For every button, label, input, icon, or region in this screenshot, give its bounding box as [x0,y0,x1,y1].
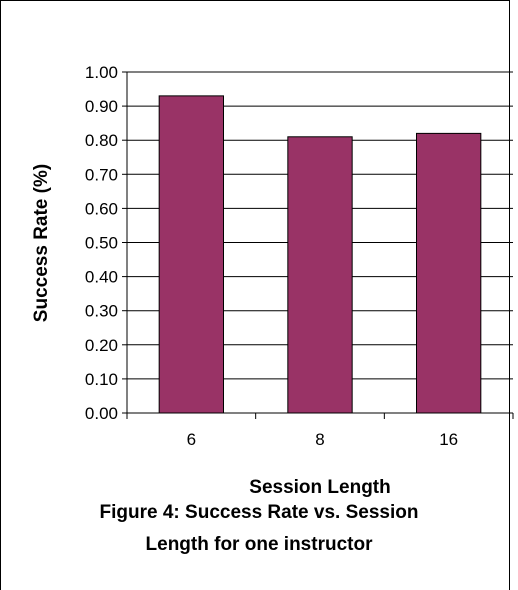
x-tick-label: 6 [187,430,196,449]
y-tick-label: 0.90 [85,97,118,116]
figure-caption-line-1: Figure 4: Success Rate vs. Session [99,502,419,523]
x-tick-label: 8 [315,430,324,449]
y-tick-label: 0.30 [85,302,118,321]
figure-caption-line-2: Length for one instructor [145,534,373,555]
x-axis-label: Session Length [249,477,390,498]
x-tick-labels: 6 8 16 [126,413,514,449]
y-tick-label: 0.00 [85,404,118,423]
y-tick-label: 0.20 [85,336,118,355]
x-tick-label: 16 [439,430,458,449]
bar [158,95,225,414]
y-axis-label: Success Rate (%) [31,164,52,322]
bar [287,136,353,414]
y-tick-label: 0.40 [85,268,118,287]
bar [416,132,482,414]
y-tick-label: 0.70 [85,165,118,184]
bar-chart: 0.00 0.10 0.20 0.30 0.40 0.50 0.60 0.70 0.80 0.90… [31,63,514,498]
bars [158,95,482,414]
y-tick-label: 0.80 [85,131,118,150]
y-tick-label: 1.00 [85,63,118,82]
y-tick-label: 0.50 [85,234,118,253]
y-tick-label: 0.10 [85,370,118,389]
y-tick-labels: 0.00 0.10 0.20 0.30 0.40 0.50 0.60 0.70 0.80 0.90… [85,63,127,423]
y-tick-label: 0.60 [85,199,118,218]
